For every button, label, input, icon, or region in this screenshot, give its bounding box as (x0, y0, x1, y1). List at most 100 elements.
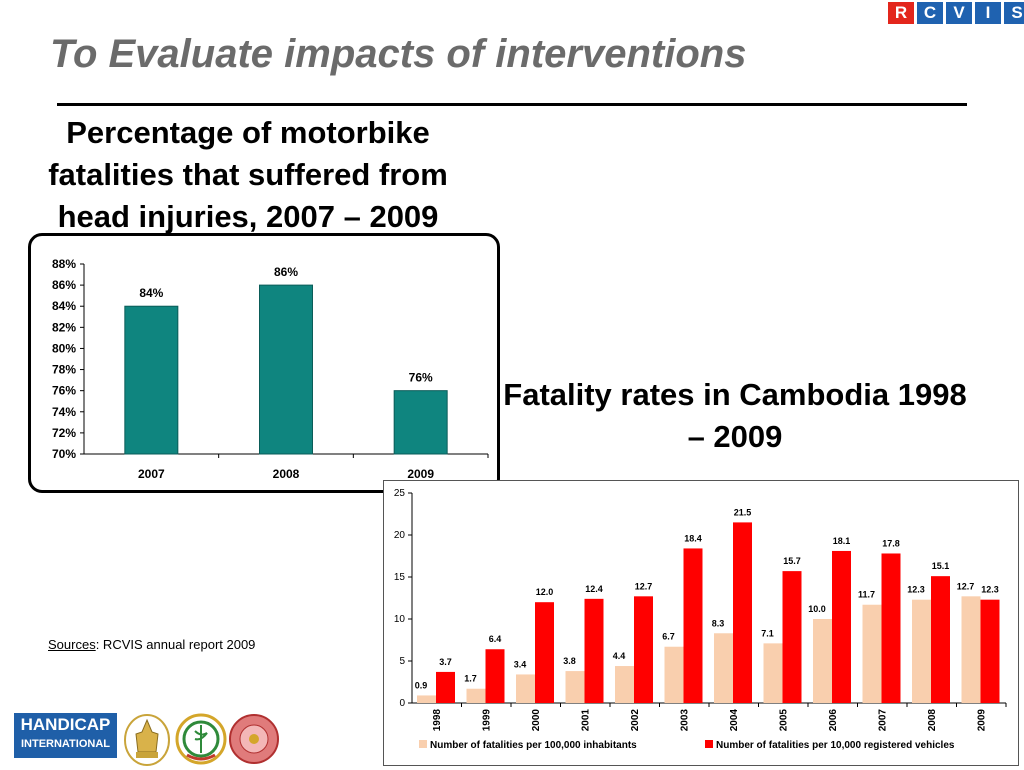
fatality-rate-chart: 0 5 10 15 20 25 0.9 3.7 1998 1.7 6.4 1999 3.4 12.0 200… (383, 480, 1019, 766)
sources-label: Sources (48, 637, 96, 652)
data-label-s1-1998: 0.9 (415, 680, 428, 690)
y-tick-label: 20 (394, 530, 406, 541)
data-label-2007: 84% (139, 286, 163, 300)
legend-label-series-2: Number of fatalities per 10,000 register… (716, 740, 955, 751)
y-tick-label: 76% (52, 384, 76, 398)
legend-label-series-1: Number of fatalities per 100,000 inhabit… (430, 740, 637, 751)
x-tick-label: 2007 (138, 467, 165, 481)
bar-s2-2000 (535, 602, 554, 703)
bar-s1-2007 (862, 604, 882, 703)
title-divider (57, 103, 967, 106)
cambodia-emblem-seal (124, 714, 170, 766)
x-tick-label: 2008 (273, 467, 300, 481)
x-tick-label: 2003 (679, 709, 690, 732)
rcvis-logo-letter: V (946, 2, 972, 24)
bar-s2-2004 (733, 522, 752, 703)
sources-note: Sources: RCVIS annual report 2009 (48, 637, 255, 652)
head-injury-chart-heading: Percentage of motorbike fatalities that … (48, 115, 448, 234)
bar-2007 (124, 305, 179, 455)
bar-s1-2003 (664, 646, 684, 703)
slide-title: To Evaluate impacts of interventions (50, 32, 747, 76)
y-tick-label: 15 (394, 572, 406, 583)
data-label-s1-2002: 4.4 (613, 651, 626, 661)
y-tick-label: 82% (52, 320, 76, 334)
data-label-s1-2003: 6.7 (662, 632, 675, 642)
bar-s1-2002 (615, 666, 634, 703)
bar-s2-2001 (584, 598, 604, 703)
data-label-s1-2007: 11.7 (858, 590, 875, 600)
data-label-s1-2001: 3.8 (563, 656, 576, 666)
data-label-s2-2005: 15.7 (783, 556, 801, 566)
bar-s2-2006 (832, 550, 851, 703)
data-label-s1-1999: 1.7 (464, 674, 477, 684)
y-tick-label: 88% (52, 257, 76, 271)
data-label-s2-2008: 15.1 (932, 561, 950, 571)
data-label-s1-2005: 7.1 (761, 628, 774, 638)
data-label-2009: 76% (409, 371, 433, 385)
data-label-s2-2004: 21.5 (734, 507, 752, 517)
ministry-of-health-seal (175, 713, 227, 765)
x-tick-label: 1998 (432, 709, 443, 732)
data-label-s2-2001: 12.4 (585, 584, 603, 594)
bar-s2-2009 (980, 599, 1000, 703)
data-label-2008: 86% (274, 265, 298, 279)
bar-s2-2005 (782, 571, 802, 703)
data-label-s2-2002: 12.7 (635, 581, 653, 591)
bar-s1-2004 (714, 633, 733, 703)
y-tick-label: 86% (52, 278, 76, 292)
rcvis-logo-letter: I (975, 2, 1001, 24)
y-tick-label: 74% (52, 405, 76, 419)
bar-s1-2005 (763, 643, 783, 703)
y-tick-label: 5 (399, 656, 405, 667)
y-tick-label: 25 (394, 488, 406, 499)
y-tick-label: 0 (399, 698, 405, 709)
head-injury-chart: 70% 72% 74% 76% 78% 80% 82% 84% 86% 88% 84% 2007 86%… (28, 233, 500, 493)
x-tick-label: 2009 (976, 709, 987, 732)
bar-s1-1998 (417, 695, 436, 703)
x-tick-label: 2000 (531, 709, 542, 732)
sources-text: : RCVIS annual report 2009 (95, 637, 256, 652)
x-tick-label: 2009 (407, 467, 434, 481)
data-label-s2-1999: 6.4 (489, 634, 502, 644)
bar-s2-1999 (485, 649, 505, 703)
fatality-rate-chart-svg: 0 5 10 15 20 25 0.9 3.7 1998 1.7 6.4 1999 3.4 12.0 200… (394, 488, 1007, 751)
rcvis-logo-letter: C (917, 2, 943, 24)
bar-2009 (393, 390, 448, 455)
y-tick-label: 10 (394, 614, 406, 625)
bar-s2-2002 (634, 596, 653, 703)
y-tick-label: 78% (52, 363, 76, 377)
rcvis-logo-letter: R (888, 2, 914, 24)
head-injury-chart-svg: 70% 72% 74% 76% 78% 80% 82% 84% 86% 88% 84% 2007 86%… (52, 257, 489, 481)
bar-s1-2009 (961, 596, 981, 703)
data-label-s2-2003: 18.4 (684, 533, 702, 543)
legend-swatch-series-1 (419, 740, 427, 748)
y-tick-label: 70% (52, 447, 76, 461)
y-tick-label: 72% (52, 426, 76, 440)
data-label-s2-2009: 12.3 (981, 585, 999, 595)
x-tick-label: 2004 (729, 709, 740, 732)
data-label-s1-2008: 12.3 (907, 585, 925, 595)
x-tick-label: 2006 (828, 709, 839, 732)
y-tick-label: 80% (52, 341, 76, 355)
x-tick-label: 1999 (481, 709, 492, 732)
bar-s1-2001 (565, 671, 585, 703)
bar-s1-2006 (813, 619, 832, 703)
bar-s1-1999 (466, 688, 486, 703)
bar-s1-2000 (516, 674, 535, 703)
x-tick-label: 2007 (877, 709, 888, 732)
rcvis-logo-letter: S (1004, 2, 1024, 24)
legend-swatch-series-2 (705, 740, 713, 748)
rcvis-logo: R C V I S (888, 2, 1024, 24)
data-label-s2-1998: 3.7 (439, 657, 452, 667)
bar-s2-2008 (931, 576, 950, 703)
handicap-logo-line: HANDICAP (20, 715, 111, 734)
data-label-s2-2006: 18.1 (833, 536, 851, 546)
y-tick-label: 84% (52, 299, 76, 313)
x-tick-label: 2002 (630, 709, 641, 732)
data-label-s1-2000: 3.4 (514, 659, 527, 669)
bar-s2-2003 (683, 548, 703, 703)
handicap-international-logo: HANDICAP INTERNATIONAL (14, 713, 117, 758)
fatality-rate-chart-heading: Fatality rates in Cambodia 1998 – 2009 (503, 377, 967, 454)
x-tick-label: 2005 (778, 709, 789, 732)
police-seal (229, 714, 279, 764)
